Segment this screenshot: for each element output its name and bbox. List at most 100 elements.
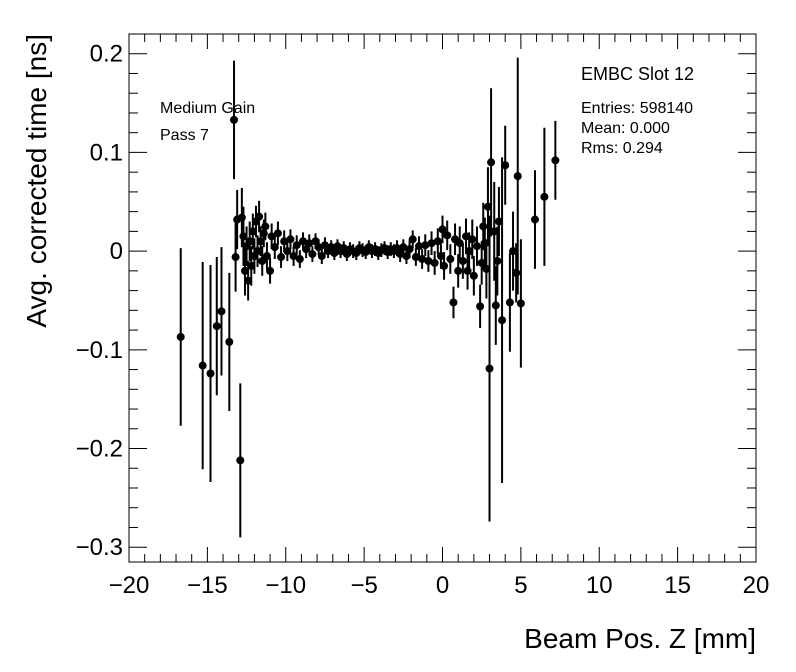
data-point <box>424 250 433 272</box>
point-marker <box>438 225 447 234</box>
data-point <box>449 286 458 319</box>
point-marker <box>245 237 254 246</box>
annotation-pass: Pass 7 <box>160 127 209 144</box>
data-point <box>462 218 471 255</box>
point-marker <box>298 237 307 246</box>
data-point <box>493 226 502 296</box>
data-point <box>231 222 240 292</box>
data-point <box>262 242 271 270</box>
point-marker <box>266 266 275 275</box>
data-point <box>408 230 417 249</box>
point-marker <box>212 322 221 331</box>
point-marker <box>231 253 240 262</box>
point-marker <box>483 202 492 211</box>
data-point <box>477 241 486 285</box>
point-marker <box>443 231 452 240</box>
y-tick-label: −0.3 <box>76 534 123 561</box>
data-point <box>217 247 226 376</box>
point-marker <box>491 301 500 310</box>
data-point <box>292 235 301 256</box>
x-tick-label: 15 <box>664 572 691 599</box>
point-marker <box>253 247 262 256</box>
point-marker <box>239 232 248 241</box>
point-marker <box>476 302 485 311</box>
data-point <box>551 120 560 200</box>
x-tick-label: 20 <box>743 572 770 599</box>
point-marker <box>267 232 276 241</box>
point-marker <box>286 235 295 244</box>
data-point <box>443 220 452 251</box>
point-marker <box>261 222 270 231</box>
data-point <box>487 88 496 237</box>
data-point <box>513 57 522 295</box>
data-point <box>317 248 326 264</box>
data-point <box>468 219 477 260</box>
data-point <box>491 265 500 345</box>
point-marker <box>237 213 246 222</box>
point-marker <box>512 268 521 277</box>
point-marker <box>311 237 320 246</box>
data-point <box>421 234 430 257</box>
point-marker <box>408 235 417 244</box>
point-marker <box>283 247 292 256</box>
point-marker <box>230 115 239 124</box>
point-marker <box>455 239 464 248</box>
point-marker <box>446 255 455 264</box>
data-point <box>405 240 414 259</box>
data-point <box>255 200 264 233</box>
data-point <box>289 246 298 266</box>
data-point <box>206 264 215 483</box>
point-marker <box>424 256 433 265</box>
point-marker <box>270 243 279 252</box>
point-marker <box>314 243 323 252</box>
point-marker <box>436 252 445 261</box>
data-point <box>469 256 478 296</box>
point-marker <box>430 258 439 267</box>
point-marker <box>427 239 436 248</box>
data-point <box>427 231 436 256</box>
data-point <box>483 167 492 247</box>
data-point <box>308 246 317 262</box>
data-point <box>438 215 447 244</box>
data-point <box>414 236 423 257</box>
point-marker <box>485 364 494 373</box>
point-marker <box>247 261 256 270</box>
data-point <box>433 228 442 255</box>
point-marker <box>493 256 502 265</box>
point-marker <box>305 239 314 248</box>
data-point <box>516 239 525 368</box>
y-tick-label: −0.1 <box>76 337 123 364</box>
point-marker <box>405 245 414 254</box>
point-marker <box>421 241 430 250</box>
y-tick-label: 0.2 <box>90 41 123 68</box>
point-marker <box>462 232 471 241</box>
data-point <box>482 239 491 299</box>
point-marker <box>469 271 478 280</box>
x-axis-label: Beam Pos. Z [mm] <box>524 623 756 654</box>
x-axis-tick-labels: −20 −15 −10 −5 0 5 10 15 20 <box>109 572 770 599</box>
data-point <box>411 248 420 266</box>
stats-mean: Mean: 0.000 <box>581 120 670 137</box>
point-marker <box>302 245 311 254</box>
data-point <box>399 239 408 256</box>
point-marker <box>463 266 472 275</box>
data-point <box>212 257 221 396</box>
point-marker <box>292 241 301 250</box>
point-marker <box>458 256 467 265</box>
data-point <box>505 253 514 352</box>
point-marker <box>472 242 481 251</box>
point-marker <box>393 244 402 253</box>
data-point <box>451 223 460 256</box>
data-point <box>430 251 439 275</box>
data-point <box>494 186 503 257</box>
x-tick-label: 0 <box>436 572 449 599</box>
point-marker <box>248 227 257 236</box>
point-marker <box>320 241 329 250</box>
x-tick-label: 5 <box>514 572 527 599</box>
x-tick-label: −10 <box>265 572 306 599</box>
point-marker <box>327 243 336 252</box>
point-marker <box>551 156 560 165</box>
data-point <box>440 252 449 280</box>
data-point <box>273 221 282 246</box>
point-marker <box>255 212 264 221</box>
